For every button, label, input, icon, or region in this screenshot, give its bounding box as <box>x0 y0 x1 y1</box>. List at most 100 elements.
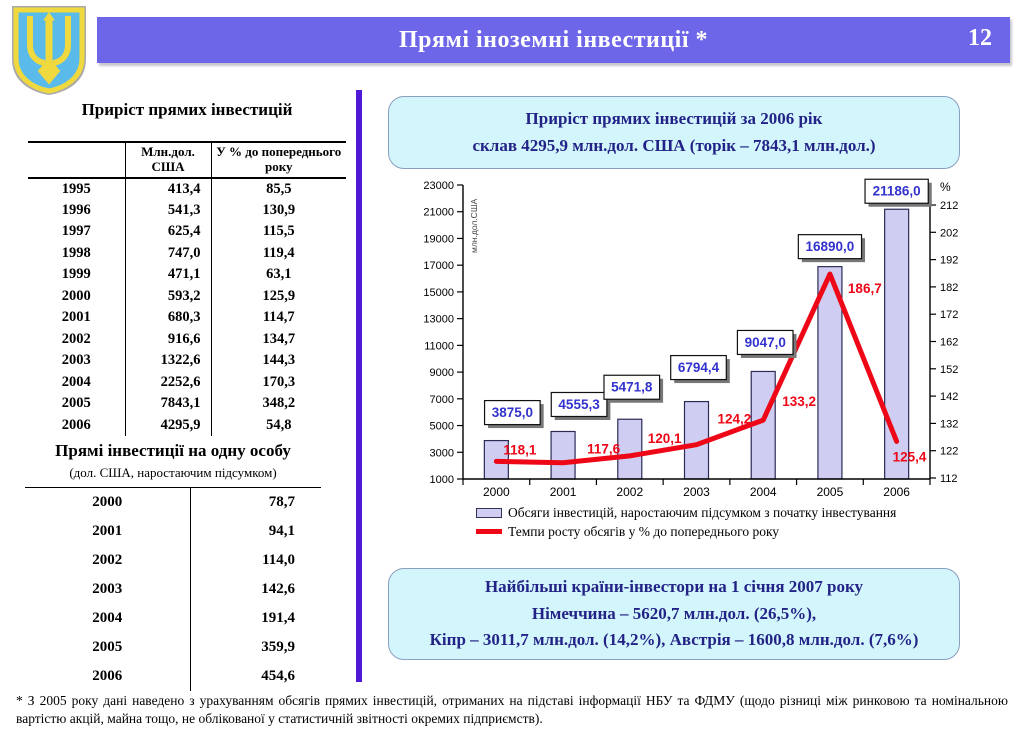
bar-value-label: 16890,0 <box>806 239 855 254</box>
axis-label: 162 <box>940 337 958 349</box>
value-box-2005 <box>797 234 863 260</box>
table-cell: 916,6 <box>124 328 211 350</box>
table-cell: 170,3 <box>210 371 346 393</box>
table-cell: 359,9 <box>189 632 321 662</box>
bar-value-label: 9047,0 <box>745 335 786 350</box>
callout-line: Найбільші країни-інвестори на 1 січня 20… <box>484 577 864 597</box>
axis-label: 172 <box>940 309 958 321</box>
table-row: 2004 2252,6 170,3 <box>28 371 346 393</box>
axis-label: 132 <box>940 418 958 430</box>
table-row: 1998 747,0 119,4 <box>28 242 346 264</box>
table-cell: 625,4 <box>124 220 211 243</box>
corner-cell <box>28 142 125 179</box>
table-cell: 85,5 <box>210 177 346 200</box>
x-category-label: 2002 <box>616 485 643 499</box>
table-cell: 680,3 <box>124 306 211 329</box>
table-cell: 454,6 <box>189 661 321 691</box>
table-row: 2006 454,6 <box>25 661 321 691</box>
x-category-label: 2000 <box>483 485 510 499</box>
axis-label: 3000 <box>430 447 454 459</box>
table-row: 2005 359,9 <box>25 632 321 662</box>
table-cell: 119,4 <box>210 242 346 264</box>
table-row: 1996 541,3 130,9 <box>28 199 346 221</box>
table-cell: 144,3 <box>210 349 346 372</box>
table-cell: 2004 <box>61 373 91 390</box>
table-cell: 2001 <box>61 309 91 326</box>
bar-value-label: 6794,4 <box>678 360 720 375</box>
table-cell: 2002 <box>92 551 123 568</box>
left-axis-title: млн.дол.США <box>469 198 479 253</box>
vertical-divider <box>356 90 362 682</box>
table-cell: 63,1 <box>210 263 346 286</box>
slide-title: Прямі іноземні інвестиції * <box>399 26 708 53</box>
right-axis-title: % <box>940 180 951 194</box>
table-cell: 471,1 <box>124 263 211 286</box>
bar-2002 <box>617 418 643 480</box>
per-capita-table: 2000 78,7 2001 94,1 2002 114,0 2003 142,6 2004 19… <box>25 487 321 691</box>
axis-label: 15000 <box>423 287 454 299</box>
table-cell: 125,9 <box>210 285 346 307</box>
table-cell: 2000 <box>61 287 91 304</box>
col-header-mln-usd: Млн.дол. США <box>124 142 211 179</box>
bar-value-label: 5471,8 <box>611 380 653 395</box>
table-cell: 541,3 <box>124 199 211 221</box>
table-row: 1995 413,4 85,5 <box>28 177 346 200</box>
chart-svg: 1000 3000 5000 7000 9000 11000 13000 15000 17000… <box>423 178 958 499</box>
x-category-label: 2001 <box>550 485 577 499</box>
axis-label: 17000 <box>423 260 454 272</box>
table-cell: 114,0 <box>189 545 321 575</box>
line-value-label: 120,1 <box>648 431 682 446</box>
table-row: 2001 680,3 114,7 <box>28 306 346 329</box>
title-bar: Прямі іноземні інвестиції * 12 <box>97 17 1010 63</box>
table-cell: 1999 <box>61 266 91 283</box>
table-cell: 130,9 <box>210 199 346 221</box>
line-value-label: 133,2 <box>782 394 816 409</box>
callout-line: Кіпр – 3011,7 млн.дол. (14,2%), Австрія … <box>429 630 919 650</box>
table-cell: 2005 <box>92 638 123 655</box>
axis-label: 152 <box>940 364 958 376</box>
table-cell: 2003 <box>61 352 91 369</box>
table-cell: 747,0 <box>124 242 211 264</box>
ukraine-trident-emblem-icon <box>12 6 86 96</box>
line-series-swatch-icon <box>476 529 502 534</box>
growth-table: Млн.дол. США У % до попереднього року 19… <box>28 141 346 436</box>
value-box-2000 <box>483 399 541 426</box>
axis-label: 13000 <box>423 314 454 326</box>
line-value-label: 186,7 <box>848 281 882 296</box>
line-value-label: 124,2 <box>718 412 752 427</box>
table-cell: 348,2 <box>210 392 346 415</box>
bar-2001 <box>550 430 576 480</box>
value-box-2006 <box>864 178 929 204</box>
legend-item-line: Темпи росту обсягів у % до попереднього … <box>476 522 980 541</box>
axis-label: 122 <box>940 446 958 458</box>
footnote: * З 2005 року дані наведено з урахування… <box>16 693 1008 727</box>
table-cell: 1322,6 <box>124 349 211 372</box>
growth-rate-line <box>493 271 900 466</box>
table-cell: 114,7 <box>210 306 346 329</box>
table-cell: 2003 <box>92 580 123 597</box>
table-cell: 94,1 <box>189 516 321 546</box>
axis-label: 1000 <box>430 474 454 486</box>
table-row: 2006 4295,9 54,8 <box>28 414 346 436</box>
per-capita-table-subtitle: (дол. США, наростаючим підсумком) <box>69 465 277 480</box>
growth-2006-callout: Приріст прямих інвестицій за 2006 рік ск… <box>388 96 960 169</box>
table-row: 1999 471,1 63,1 <box>28 263 346 286</box>
investment-chart: 1000 3000 5000 7000 9000 11000 13000 15000 17000… <box>420 175 965 505</box>
legend-label: Обсяги інвестицій, наростаючим підсумком… <box>508 504 897 520</box>
table-row: 2002 114,0 <box>25 545 321 575</box>
table-cell: 1995 <box>61 180 91 197</box>
table-cell: 115,5 <box>210 220 346 243</box>
axis-label: 202 <box>940 227 958 239</box>
x-category-label: 2006 <box>883 485 910 499</box>
table-cell: 1998 <box>61 244 91 261</box>
value-box-2001 <box>550 391 608 418</box>
table-cell: 134,7 <box>210 328 346 350</box>
value-box-2004 <box>736 329 794 356</box>
x-category-label: 2005 <box>817 485 844 499</box>
callout-line: Німеччина – 5620,7 млн.дол. (26,5%), <box>531 603 817 623</box>
table-cell: 78,7 <box>189 487 321 517</box>
table-cell: 1996 <box>61 201 91 218</box>
table-cell: 593,2 <box>124 285 211 307</box>
axis-label: 9000 <box>430 367 454 379</box>
bar-value-label: 4555,3 <box>558 397 600 412</box>
